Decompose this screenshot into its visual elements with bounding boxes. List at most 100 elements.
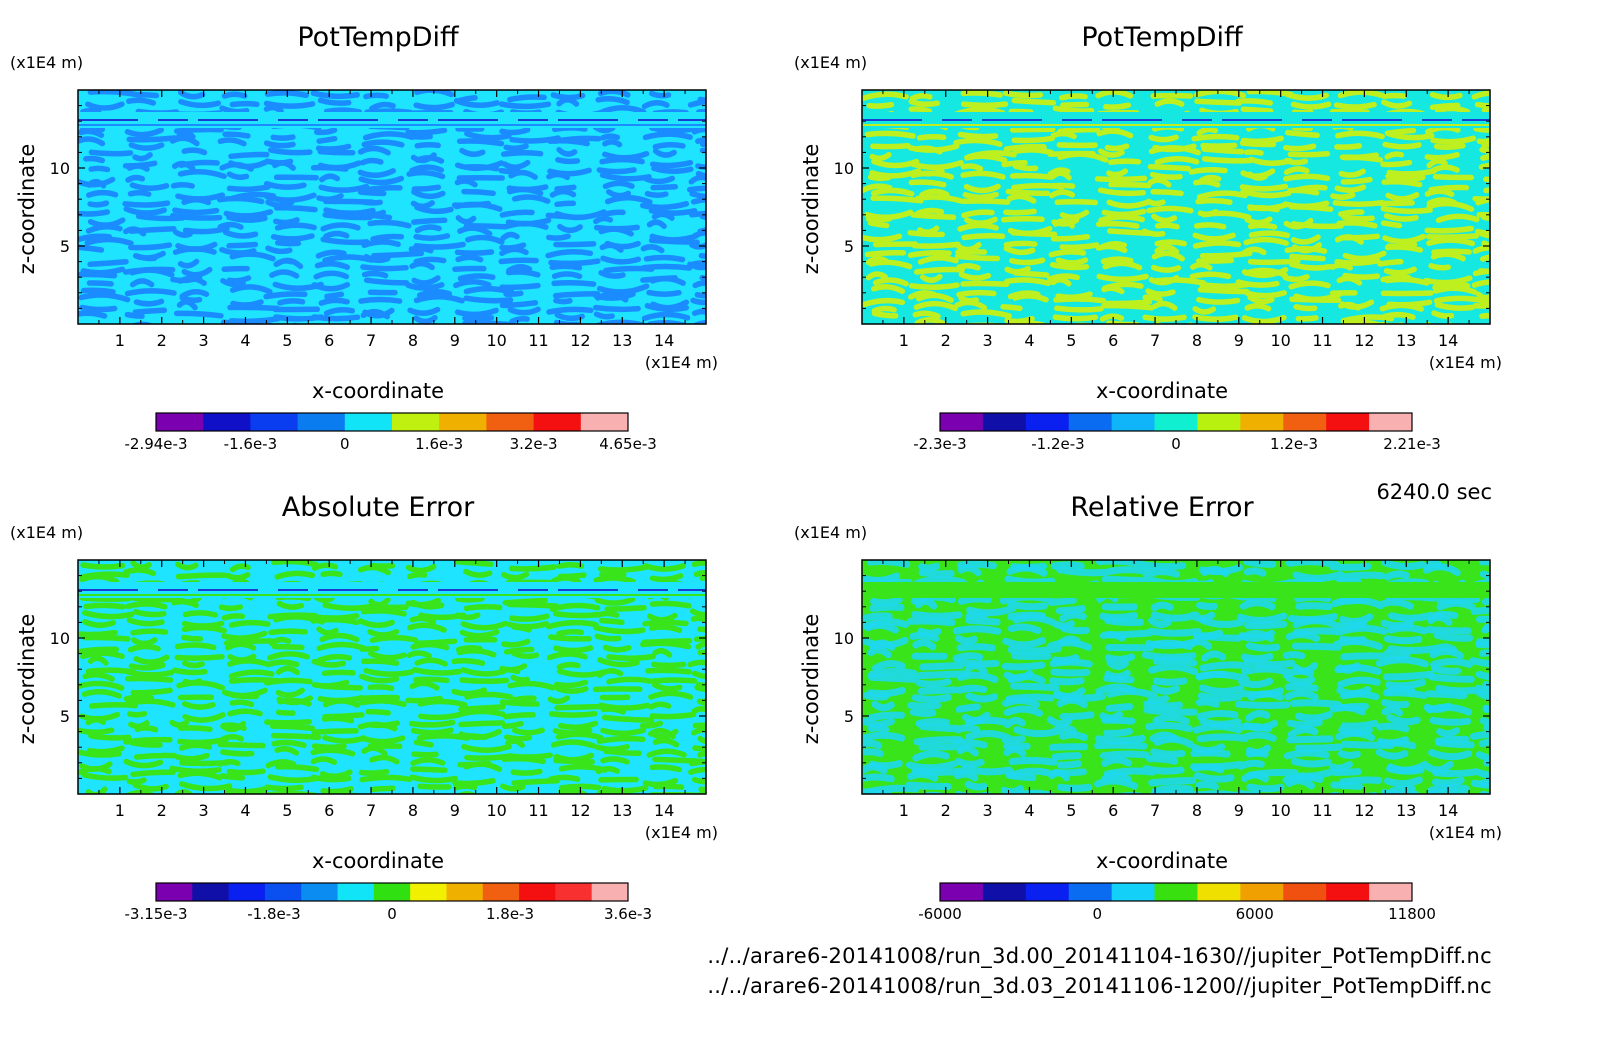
x-axis: 1 2 3 4 5 6 7 8 9 10 11 12 13 14(x1E4 m)x-coordinate [882,90,1502,403]
colorbar-swatch [373,883,411,901]
x-axis-unit: (x1E4 m) [1429,353,1502,372]
colorbar-label: 1.2e-3 [1270,435,1318,453]
upper-band [862,112,1490,128]
x-axis-unit: (x1E4 m) [1429,823,1502,842]
colorbar-swatch [1068,413,1113,431]
colorbar-swatch [1197,883,1241,901]
colorbar-swatch [392,413,440,431]
chart-title: Relative Error [1070,492,1254,523]
y-tick-label: 10 [50,629,70,648]
colorbar: -2.3e-3 -1.2e-3 0 1.2e-3 2.21e-3 [913,412,1441,453]
x-tick-label: 2 [157,331,167,350]
colorbar-swatch [156,883,193,901]
colorbar-label: -1.2e-3 [1031,435,1084,453]
colorbar-swatch [519,883,556,901]
x-tick-label: 7 [1150,331,1160,350]
x-tick-label: 10 [1270,801,1290,820]
footer-file-path-2: ../../arare6-20141008/run_3d.03_20141106… [707,974,1492,998]
x-tick-label: 1 [899,331,909,350]
x-tick-label: 6 [1108,331,1118,350]
colorbar-swatch [410,883,447,901]
x-tick-label: 13 [1396,331,1416,350]
chart-title: Absolute Error [282,492,475,523]
x-tick-label: 11 [1312,331,1332,350]
colorbar-swatch [1369,413,1413,431]
x-tick-label: 3 [199,801,209,820]
colorbar-swatch [301,883,339,901]
colorbar: -2.94e-3 -1.6e-3 0 1.6e-3 3.2e-3 4.65e-3 [125,412,657,453]
x-tick-label: 11 [528,801,548,820]
y-tick-label: 10 [50,159,70,178]
colorbar-swatch [940,413,984,431]
chart-panel-3: Absolute Error(x1E4 m)1 2 3 4 5 6 7 8 9 10 11 12 13 1… [10,492,718,923]
x-tick-label: 8 [1192,331,1202,350]
colorbar-swatch [1111,413,1156,431]
x-tick-label: 9 [1234,801,1244,820]
colorbar-swatch [555,883,593,901]
colorbar-swatch [1197,413,1241,431]
colorbar-label: 2.21e-3 [1383,435,1441,453]
x-axis: 1 2 3 4 5 6 7 8 9 10 11 12 13 14(x1E4 m)x-coordinate [98,90,718,403]
x-tick-label: 3 [199,331,209,350]
x-axis-unit: (x1E4 m) [645,353,718,372]
x-tick-label: 5 [1066,331,1076,350]
x-tick-label: 10 [486,801,506,820]
x-axis-unit: (x1E4 m) [645,823,718,842]
x-tick-label: 8 [1192,801,1202,820]
colorbar-label: -6000 [918,905,962,923]
colorbar-swatch [1326,413,1370,431]
timestamp-label: 6240.0 sec [1376,480,1492,504]
x-tick-label: 14 [1438,331,1458,350]
upper-band [78,582,706,598]
colorbar-label: 1.6e-3 [415,435,463,453]
colorbar-frame [155,412,629,432]
contour-field [862,560,1490,794]
y-axis-label: z-coordinate [799,614,823,745]
x-tick-label: 5 [1066,801,1076,820]
y-axis-label: z-coordinate [15,144,39,275]
colorbar-frame [939,882,1413,902]
colorbar-swatch [1111,883,1156,901]
chart-title: PotTempDiff [1081,22,1244,53]
x-tick-label: 3 [983,331,993,350]
y-axis-unit: (x1E4 m) [794,523,867,542]
x-tick-label: 11 [528,331,548,350]
colorbar-swatch [1025,883,1070,901]
colorbar-swatch [486,413,535,431]
x-tick-label: 2 [941,801,951,820]
x-axis-label: x-coordinate [1096,849,1228,873]
colorbar-swatch [228,883,266,901]
x-tick-label: 5 [282,801,292,820]
colorbar-swatch [156,413,204,431]
upper-band [862,582,1490,598]
colorbar-label: 1.8e-3 [486,905,534,923]
y-axis: 5 10 z-coordinate [15,575,706,779]
y-tick-label: 10 [834,629,854,648]
colorbar-label: -2.3e-3 [913,435,966,453]
colorbar-swatch [446,883,484,901]
x-tick-label: 12 [570,801,590,820]
x-tick-label: 4 [1024,801,1034,820]
x-tick-label: 13 [612,331,632,350]
x-tick-label: 8 [408,331,418,350]
colorbar-swatch [1326,883,1370,901]
colorbar-swatch [482,883,520,901]
colorbar-swatch [1025,413,1070,431]
x-tick-label: 14 [1438,801,1458,820]
colorbar-label: 3.2e-3 [510,435,558,453]
colorbar-swatch [337,883,375,901]
x-tick-label: 1 [115,331,125,350]
y-tick-label: 5 [60,237,70,256]
y-axis: 5 10 z-coordinate [799,105,1490,309]
y-tick-label: 5 [844,237,854,256]
contour-field [78,560,706,794]
x-tick-label: 9 [450,331,460,350]
y-axis-unit: (x1E4 m) [10,523,83,542]
colorbar-label: 0 [1093,905,1103,923]
colorbar-label: 4.65e-3 [599,435,657,453]
contour-field [862,90,1490,324]
x-tick-label: 10 [486,331,506,350]
colorbar-label: -1.6e-3 [224,435,277,453]
footer-file-path-1: ../../arare6-20141008/run_3d.00_20141104… [707,944,1492,968]
